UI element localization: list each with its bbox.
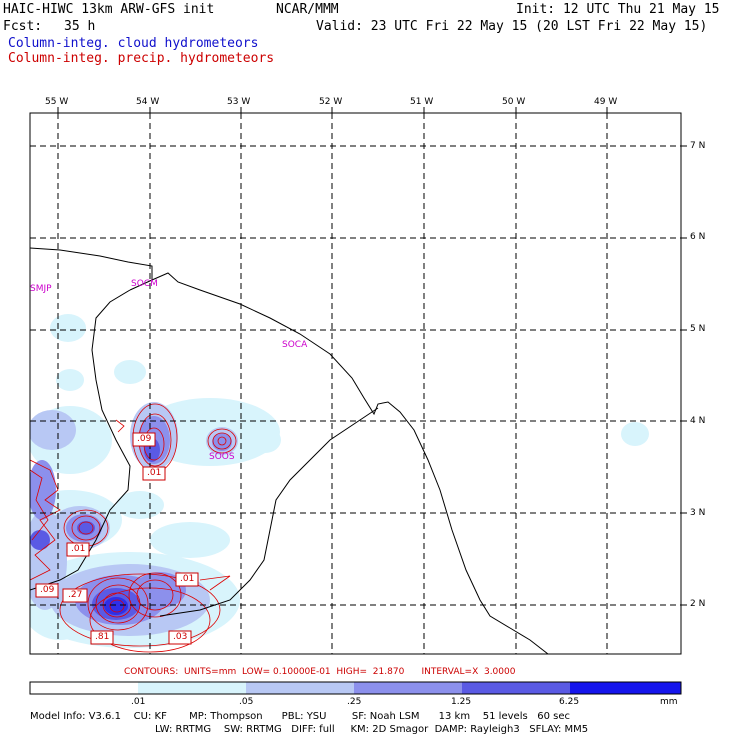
lon-label-49w: 49 W — [594, 97, 618, 107]
model-info-line1: Model Info: V3.6.1 CU: KF MP: Thompson P… — [30, 711, 570, 722]
cloud-shading — [30, 314, 649, 648]
station-label: SOCA — [282, 340, 308, 350]
colorbar-segment — [570, 682, 681, 694]
lon-label-53w: 53 W — [227, 97, 251, 107]
valid-time: Valid: 23 UTC Fri 22 May 15 (20 LST Fri … — [316, 19, 708, 34]
colorbar-units: mm — [660, 697, 678, 707]
contour-label: .09 — [137, 434, 152, 444]
model-title: HAIC-HIWC 13km ARW-GFS init — [3, 2, 215, 17]
org-label: NCAR/MMM — [276, 2, 339, 17]
lat-label-3n: 3 N — [690, 508, 706, 518]
graticule — [30, 113, 681, 654]
contour-label: .03 — [173, 632, 188, 642]
contours-info: CONTOURS: UNITS=mm LOW= 0.10000E-01 HIGH… — [124, 667, 516, 677]
lon-label-50w: 50 W — [502, 97, 526, 107]
contour-label: .01 — [147, 468, 162, 478]
field-cloud-label: Column-integ. cloud hydrometeors — [8, 36, 259, 51]
precip-contours — [30, 403, 237, 653]
colorbar-segment — [354, 682, 462, 694]
model-info-line2: LW: RRTMG SW: RRTMG DIFF: full KM: 2D Sm… — [155, 724, 589, 735]
lat-label-7n: 7 N — [690, 141, 706, 151]
lat-label-6n: 6 N — [690, 232, 706, 242]
colorbar-segment — [462, 682, 570, 694]
lon-label-51w: 51 W — [410, 97, 434, 107]
station-label: SOOS — [209, 452, 235, 462]
colorbar-segment — [138, 682, 246, 694]
coastline — [30, 247, 549, 654]
colorbar-tick: .05 — [239, 697, 254, 707]
forecast-hour: 35 h — [64, 19, 96, 34]
axis-ticks — [57, 107, 687, 606]
init-time: Init: 12 UTC Thu 21 May 15 — [516, 2, 720, 17]
contour-label: .81 — [95, 632, 110, 642]
contour-label-boxes — [35, 432, 199, 645]
contour-label: .09 — [40, 585, 55, 595]
contour-label: .01 — [180, 574, 195, 584]
colorbar-tick: .25 — [347, 697, 362, 707]
colorbar-tick: 6.25 — [559, 697, 580, 707]
colorbar — [29, 681, 682, 695]
contour-label: .27 — [68, 590, 83, 600]
forecast-label: Fcst: — [3, 19, 43, 34]
colorbar-frame — [29, 681, 682, 695]
lon-label-55w: 55 W — [45, 97, 69, 107]
contour-label: .01 — [71, 544, 86, 554]
station-label: SMJP — [30, 284, 52, 294]
colorbar-tick: 1.25 — [451, 697, 472, 707]
colorbar-segment — [246, 682, 354, 694]
colorbar-segment — [30, 682, 138, 694]
lon-label-54w: 54 W — [136, 97, 160, 107]
lat-label-4n: 4 N — [690, 416, 706, 426]
lat-label-2n: 2 N — [690, 599, 706, 609]
colorbar-tick: .01 — [131, 697, 146, 707]
lat-label-5n: 5 N — [690, 324, 706, 334]
field-precip-label: Column-integ. precip. hydrometeors — [8, 51, 275, 66]
station-label: SOCM — [131, 279, 158, 289]
lon-label-52w: 52 W — [319, 97, 343, 107]
plot-frame — [29, 112, 682, 655]
